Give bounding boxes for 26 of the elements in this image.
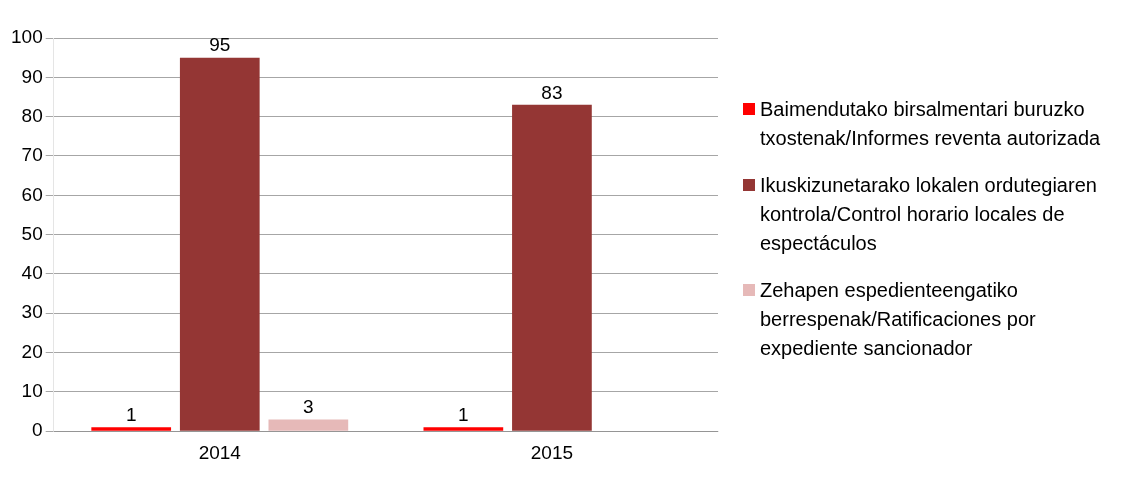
y-tick-label: 100 — [11, 26, 43, 48]
y-tick-label: 40 — [21, 262, 43, 284]
legend-label: Ikuskizunetarako lokalen ordutegiaren kontrola/Control horario locales de espectáculos — [760, 173, 1098, 256]
data-label: 1 — [458, 404, 469, 425]
data-label: 1 — [125, 404, 137, 425]
bar — [268, 419, 349, 431]
y-tick-label: 50 — [21, 222, 43, 244]
data-label: 83 — [541, 81, 563, 103]
data-label: 95 — [209, 34, 231, 56]
y-tick-label: 90 — [21, 65, 43, 87]
y-tick-label: 30 — [21, 301, 43, 323]
bar — [512, 104, 592, 431]
bar — [423, 427, 504, 431]
y-tick-label: 20 — [21, 340, 43, 362]
bar — [91, 427, 172, 431]
y-tick-label: 10 — [21, 380, 43, 402]
x-tick-label: 2014 — [198, 441, 242, 463]
data-label: 3 — [303, 396, 314, 418]
x-tick-label: 2015 — [530, 441, 574, 463]
legend-label: Baimendutako birsalmentari buruzko txostenak/Informes reventa autorizada — [760, 97, 1102, 151]
y-tick-label: 70 — [21, 144, 43, 166]
bar — [179, 57, 260, 431]
y-tick-label: 60 — [21, 183, 43, 205]
y-tick-label: 80 — [21, 104, 43, 126]
y-tick-label: 0 — [32, 419, 43, 441]
legend-label: Zehapen espedienteengatiko berrespenak/Ratificaciones por expediente sancionador — [760, 278, 1037, 361]
